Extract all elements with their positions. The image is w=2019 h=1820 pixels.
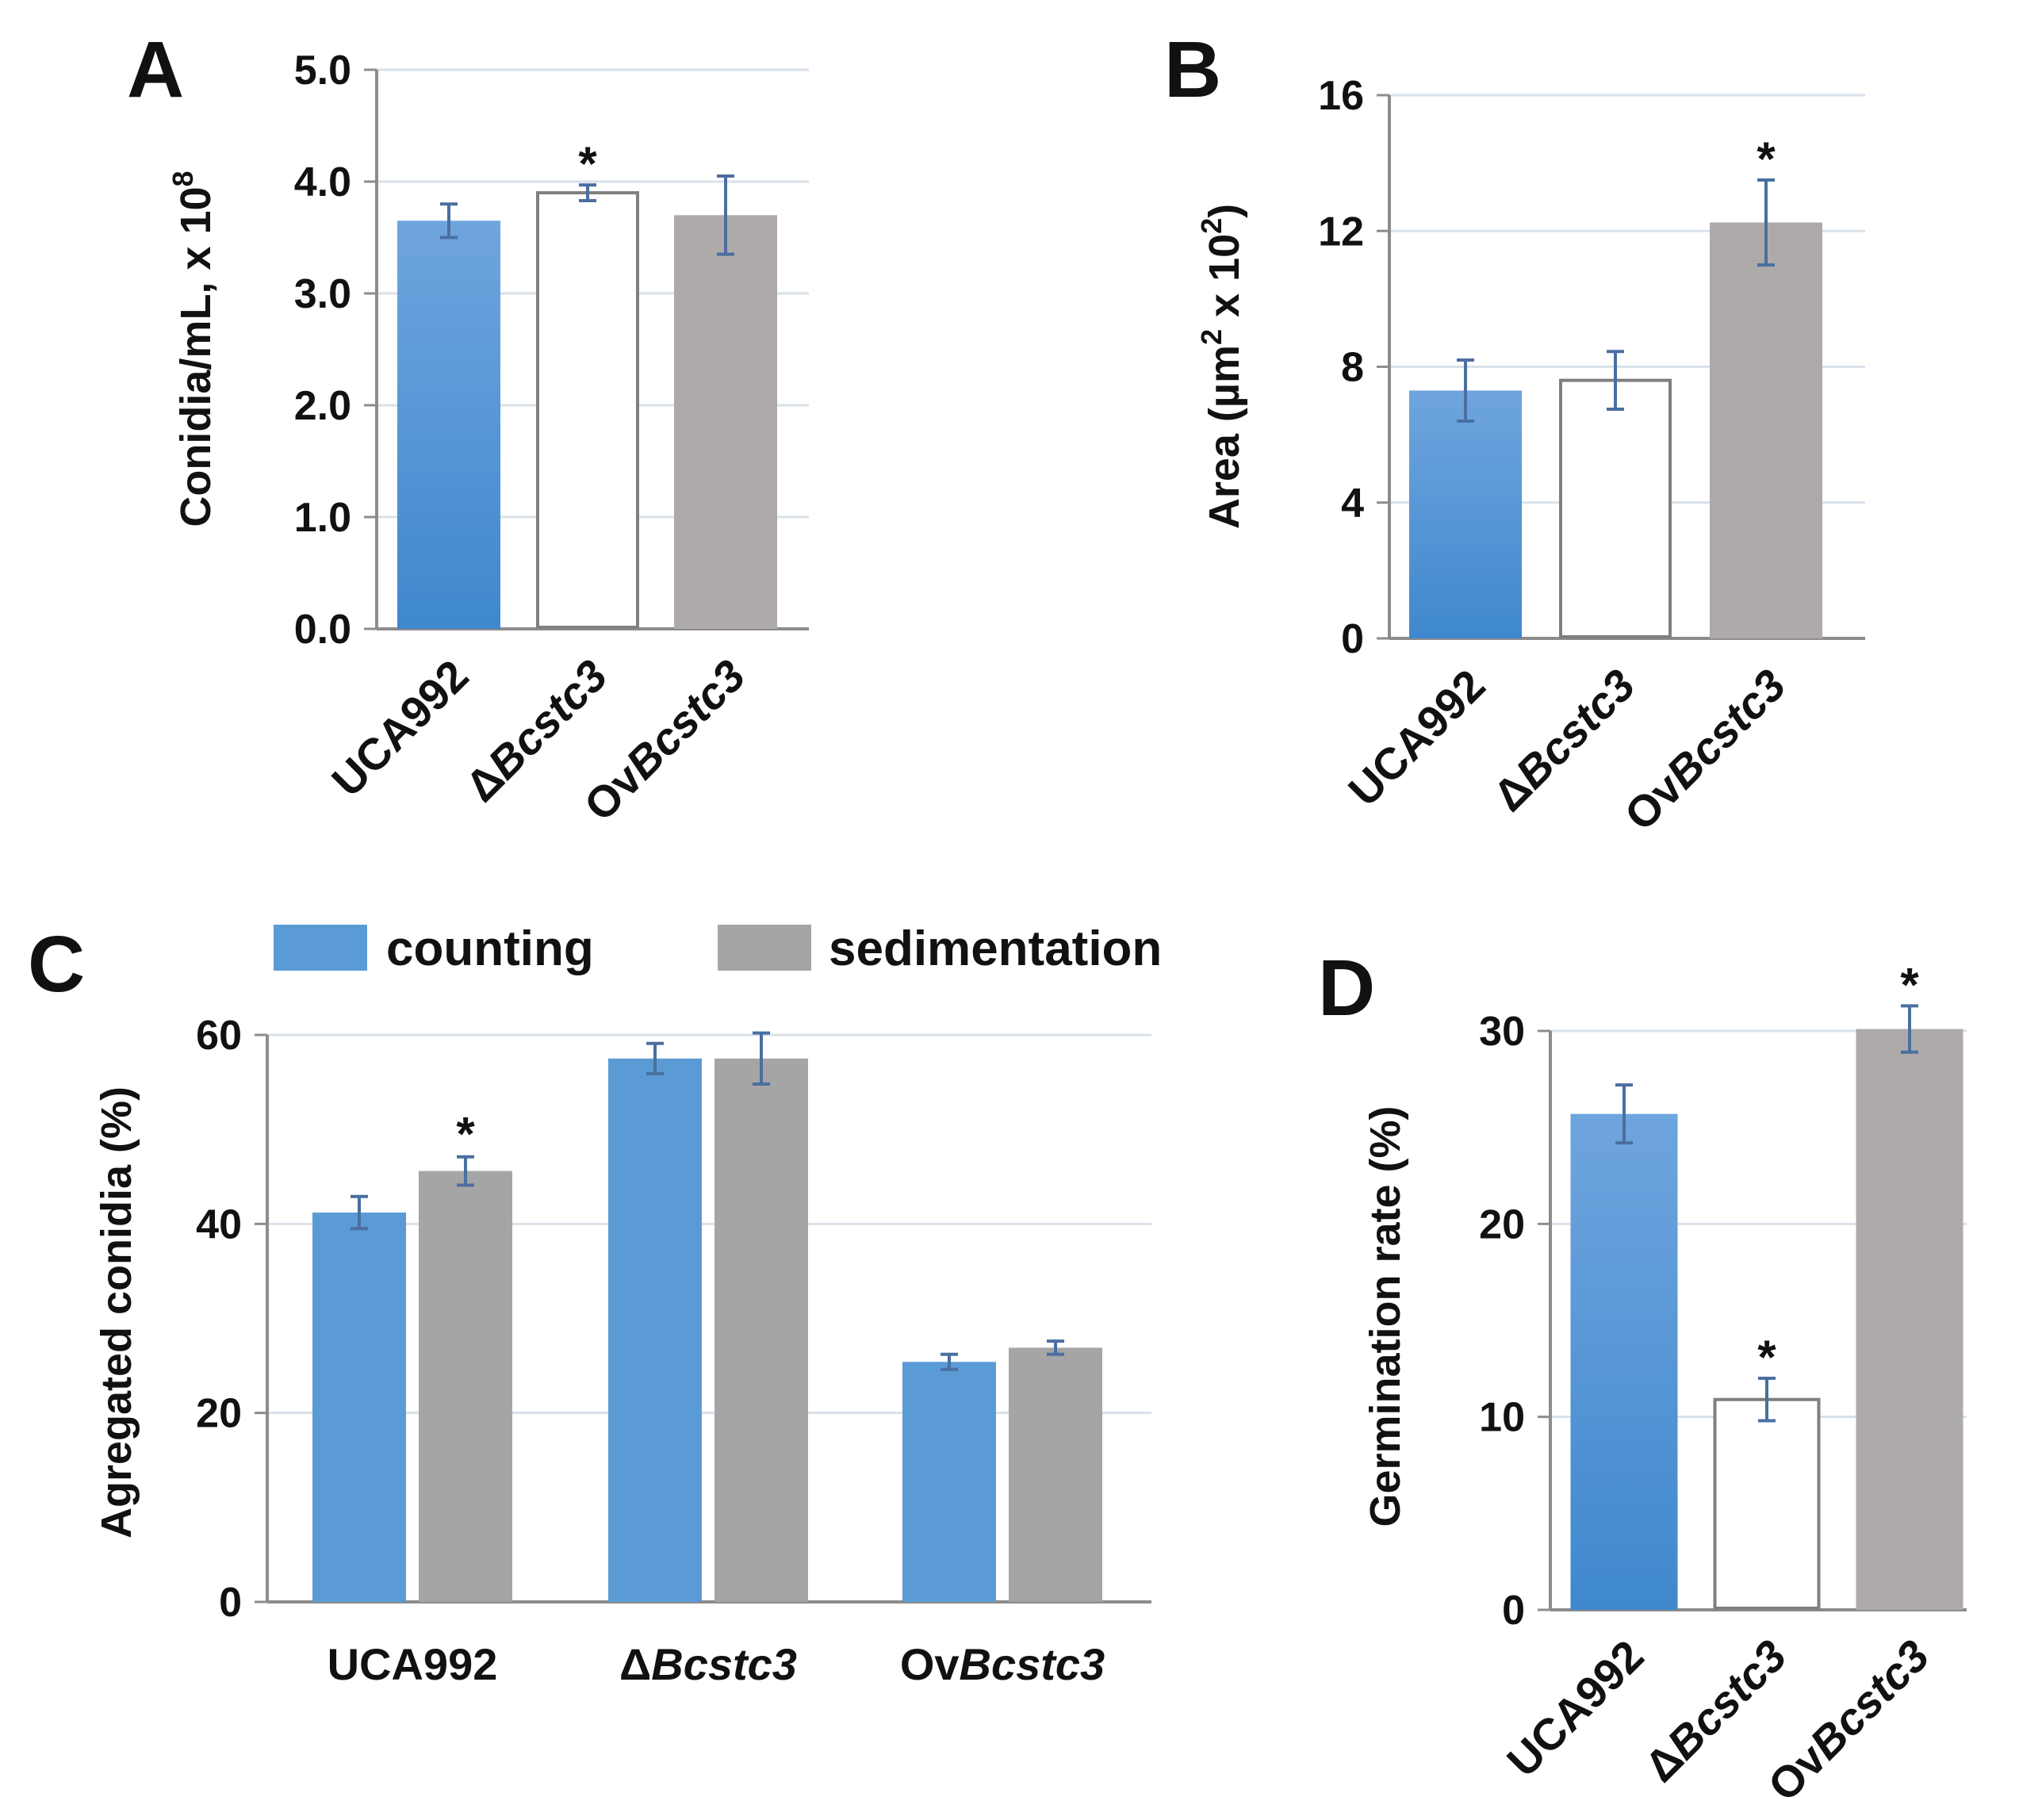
- legend-label-counting: counting: [386, 921, 594, 976]
- legend-swatch-sedimentation: [718, 925, 811, 971]
- y-axis-title-text: Conidia/mL, x 10: [172, 186, 220, 527]
- y-tick-label: 0.0: [294, 607, 351, 653]
- y-axis-title-superscript: 2: [1195, 218, 1228, 234]
- y-tick-label: 4: [1341, 481, 1364, 527]
- bar-counting: [902, 1362, 996, 1602]
- y-tick-label: 40: [196, 1201, 242, 1247]
- y-tick-label: 16: [1318, 73, 1364, 119]
- panel-letter: A: [127, 25, 184, 114]
- y-tick-label: 2.0: [294, 383, 351, 429]
- bar-2: [1559, 378, 1672, 638]
- x-category-label: OvBcstc3: [1615, 660, 1795, 840]
- y-tick-label: 0: [219, 1580, 242, 1626]
- category-italic: Bcstc3: [616, 650, 754, 788]
- x-category-label: OvBcstc3: [900, 1639, 1105, 1689]
- y-axis-title: Germination rate (%): [1362, 1105, 1409, 1527]
- significance-marker: *: [1757, 1331, 1776, 1384]
- y-tick-label: 1.0: [294, 495, 351, 541]
- y-tick-label: 10: [1479, 1395, 1525, 1441]
- bar-sedimentation: [1009, 1347, 1102, 1602]
- significance-marker: *: [578, 137, 597, 190]
- category-italic: Bcstc3: [960, 1639, 1105, 1689]
- x-category-label: UCA992: [322, 650, 477, 806]
- category-plain: UCA992: [328, 1639, 498, 1689]
- category-plain: UCA992: [1339, 660, 1494, 815]
- y-axis-title-text: x 10: [1201, 234, 1248, 329]
- legend-swatch-counting: [274, 925, 367, 971]
- x-category-label: ΔBcstc3: [1484, 660, 1645, 821]
- category-italic: Bcstc3: [1506, 660, 1644, 798]
- y-axis-title-superscript: 8: [167, 171, 199, 186]
- panel-letter: C: [28, 920, 85, 1009]
- significance-marker: *: [1900, 958, 1919, 1011]
- category-plain: UCA992: [1497, 1630, 1653, 1786]
- bar-2: [1713, 1397, 1821, 1611]
- y-tick-label: 0: [1502, 1588, 1525, 1634]
- x-category-label: UCA992: [1497, 1630, 1653, 1786]
- x-category-label: UCA992: [328, 1639, 498, 1689]
- x-category-label: UCA992: [1339, 660, 1494, 815]
- y-axis-title-superscript: 2: [1195, 329, 1228, 345]
- y-tick-label: 20: [196, 1391, 242, 1437]
- y-tick-label: 8: [1341, 345, 1364, 391]
- y-tick-label: 60: [196, 1013, 242, 1059]
- y-tick-label: 20: [1479, 1201, 1525, 1247]
- panel-letter: B: [1164, 25, 1221, 114]
- y-tick-label: 0: [1341, 616, 1364, 662]
- category-italic: Bcstc3: [1800, 1630, 1938, 1768]
- bar-3: [674, 215, 777, 629]
- y-tick-label: 4.0: [294, 159, 351, 205]
- significance-marker: *: [1757, 132, 1776, 186]
- category-prefix: Ov: [900, 1639, 960, 1689]
- y-tick-label: 30: [1479, 1009, 1525, 1055]
- bar-3: [1710, 222, 1822, 638]
- panel-a-chart: 0.01.02.03.04.05.0UCA992*ΔBcstc3OvBcstc3…: [127, 25, 809, 830]
- y-axis-title: Agregated conidia (%): [93, 1086, 140, 1538]
- bar-counting: [312, 1213, 406, 1602]
- panel-letter: D: [1318, 944, 1375, 1033]
- y-tick-label: 5.0: [294, 48, 351, 94]
- y-tick-label: 12: [1318, 209, 1364, 255]
- bar-sedimentation: [419, 1171, 512, 1602]
- bar-1: [1570, 1113, 1678, 1610]
- y-tick-label: 3.0: [294, 271, 351, 317]
- bar-2: [536, 191, 639, 630]
- bar-sedimentation: [715, 1058, 808, 1602]
- y-axis-title: Area (µm2 x 102): [1195, 204, 1248, 529]
- y-axis-title: Conidia/mL, x 108: [167, 171, 220, 527]
- bar-3: [1856, 1029, 1963, 1610]
- category-italic: Bcstc3: [1657, 660, 1795, 798]
- category-prefix: Δ: [619, 1639, 651, 1689]
- bar-1: [397, 220, 500, 630]
- bar-counting: [608, 1058, 702, 1602]
- y-axis-title-text: ): [1201, 204, 1248, 218]
- panel-d-chart: 0102030UCA992*ΔBcstc3*OvBcstc3DGerminati…: [1318, 944, 1967, 1810]
- category-plain: UCA992: [322, 650, 477, 806]
- category-italic: Bcstc3: [1657, 1630, 1795, 1768]
- x-category-label: ΔBcstc3: [619, 1639, 797, 1689]
- legend-label-sedimentation: sedimentation: [829, 921, 1162, 976]
- bar-1: [1409, 390, 1522, 638]
- significance-marker: *: [456, 1108, 475, 1161]
- y-axis-title-text: Area (µm: [1201, 345, 1248, 529]
- category-italic: Bcstc3: [651, 1639, 797, 1689]
- category-italic: Bcstc3: [478, 650, 616, 788]
